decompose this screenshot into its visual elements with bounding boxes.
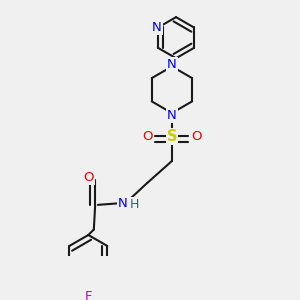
Text: F: F bbox=[85, 290, 92, 300]
Text: H: H bbox=[129, 198, 139, 212]
Text: O: O bbox=[83, 171, 94, 184]
Text: N: N bbox=[118, 197, 128, 210]
Text: N: N bbox=[167, 109, 177, 122]
Text: N: N bbox=[167, 58, 177, 71]
Text: O: O bbox=[142, 130, 152, 143]
Text: N: N bbox=[152, 21, 162, 34]
Text: O: O bbox=[191, 130, 202, 143]
Text: S: S bbox=[167, 129, 177, 144]
